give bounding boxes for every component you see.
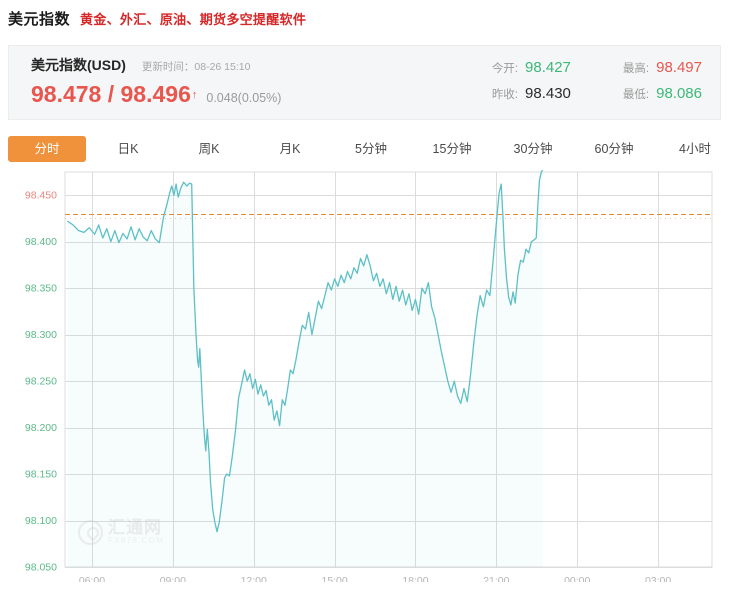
tab-daily-k[interactable]: 日K [117, 142, 139, 156]
y-tick-label: 98.100 [25, 515, 57, 527]
x-tick-label: 06:00 [79, 575, 105, 582]
tab-30min[interactable]: 30分钟 [513, 142, 553, 156]
up-arrow-icon: ↑ [191, 89, 198, 101]
stat-high: 最高: 98.497 [623, 59, 702, 76]
quote-panel: 美元指数(USD) 更新时间：08-26 15:10 98.478 / 98.4… [8, 45, 721, 120]
stat-low-label: 最低: [622, 89, 650, 101]
tab-fenshi[interactable]: 分时 [8, 136, 86, 162]
x-tick-label: 21:00 [483, 575, 509, 582]
stat-open: 今开: 98.427 [492, 59, 571, 76]
page-header: 美元指数 黄金、外汇、原油、期货多空提醒软件 [0, 0, 729, 36]
x-tick-label: 09:00 [160, 575, 186, 582]
y-tick-label: 98.400 [25, 236, 57, 248]
tab-60min[interactable]: 60分钟 [594, 142, 634, 156]
x-tick-label: 12:00 [241, 575, 267, 582]
tab-15min[interactable]: 15分钟 [432, 142, 472, 156]
y-tick-label: 98.350 [25, 283, 57, 295]
chart-area-fill [67, 170, 543, 567]
quote-price-row: 98.478 / 98.496 ↑ 0.048(0.05%) [31, 81, 281, 108]
y-tick-label: 98.150 [25, 469, 57, 481]
bid-ask-price: 98.478 / 98.496 [31, 81, 191, 107]
price-line [67, 170, 544, 533]
x-tick-label: 15:00 [321, 575, 347, 582]
quote-primary-block: 美元指数(USD) 更新时间：08-26 15:10 98.478 / 98.4… [31, 55, 281, 108]
x-tick-label: 18:00 [402, 575, 428, 582]
stat-low-value: 98.086 [656, 85, 702, 102]
quote-stats-grid: 今开: 98.427 最高: 98.497 昨收: 98.430 最低: 98.… [492, 59, 702, 102]
stat-open-label: 今开: [491, 63, 519, 75]
price-change: 0.048(0.05%) [206, 91, 282, 105]
y-tick-label: 98.300 [25, 329, 57, 341]
x-tick-label: 00:00 [564, 575, 590, 582]
x-axis-labels: 06:00 09:00 12:00 15:00 18:00 21:00 00:00 03:00 [79, 575, 672, 582]
update-time: 更新时间：08-26 15:10 [141, 61, 251, 73]
tab-weekly-k[interactable]: 周K [198, 142, 220, 156]
x-tick-label: 03:00 [645, 575, 671, 582]
stat-prev-close: 昨收: 98.430 [492, 85, 571, 102]
y-tick-label: 98.250 [25, 376, 57, 388]
stat-low: 最低: 98.086 [623, 85, 702, 102]
chart-gridlines [64, 171, 713, 568]
stat-open-value: 98.427 [525, 59, 571, 76]
y-tick-label: 98.200 [25, 422, 57, 434]
timeframe-tabs: 分时 日K 周K 月K 5分钟 15分钟 30分钟 60分钟 4小时 [8, 135, 721, 163]
intraday-chart[interactable]: 98.450 98.400 98.350 98.300 98.250 98.200 98.1… [0, 170, 729, 582]
tab-monthly-k[interactable]: 月K [279, 142, 301, 156]
stat-high-value: 98.497 [656, 59, 702, 76]
tab-5min[interactable]: 5分钟 [355, 142, 387, 156]
header-promo-text: 黄金、外汇、原油、期货多空提醒软件 [80, 11, 307, 27]
instrument-name: 美元指数(USD) [31, 57, 126, 73]
quote-name-row: 美元指数(USD) 更新时间：08-26 15:10 [31, 55, 281, 75]
stat-prev-close-value: 98.430 [525, 85, 571, 102]
tab-4hour[interactable]: 4小时 [679, 142, 711, 156]
stat-high-label: 最高: [622, 63, 650, 75]
y-axis-labels: 98.450 98.400 98.350 98.300 98.250 98.200 98.1… [25, 190, 57, 574]
y-tick-label: 98.450 [25, 190, 57, 202]
page-title: 美元指数 [8, 10, 71, 28]
prev-close-line [65, 214, 712, 219]
y-tick-label: 98.050 [25, 562, 57, 574]
chart-canvas[interactable]: 98.450 98.400 98.350 98.300 98.250 98.200 98.1… [0, 170, 729, 582]
stat-prev-close-label: 昨收: [491, 89, 519, 101]
